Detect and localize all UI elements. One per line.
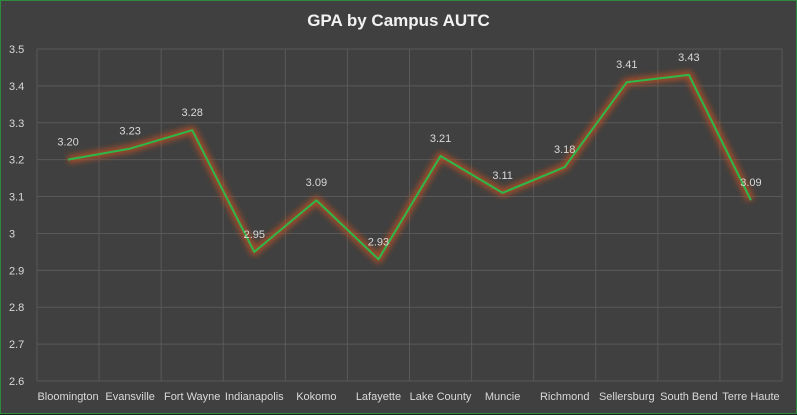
- data-label: 3.21: [430, 133, 451, 145]
- data-label: 3.18: [554, 144, 575, 156]
- data-label: 3.23: [119, 126, 140, 138]
- x-tick-label: Sellersburg: [599, 391, 655, 403]
- x-tick-label: Fort Wayne: [164, 391, 220, 403]
- x-tick-label: Terre Haute: [722, 391, 779, 403]
- data-label: 3.28: [181, 107, 202, 119]
- data-label: 3.09: [740, 177, 761, 189]
- x-tick-label: Muncie: [485, 391, 520, 403]
- x-tick-label: Indianapolis: [225, 391, 284, 403]
- series-line: [67, 73, 752, 261]
- data-label: 2.93: [368, 236, 389, 248]
- data-label: 3.20: [57, 137, 78, 149]
- y-tick-label: 2.9: [9, 265, 24, 277]
- data-label: 2.95: [244, 229, 265, 241]
- x-tick-label: Lake County: [410, 391, 472, 403]
- y-tick-label: 3: [9, 228, 15, 240]
- x-tick-label: Kokomo: [296, 391, 336, 403]
- x-tick-label: South Bend: [660, 391, 718, 403]
- x-tick-label: Evansville: [105, 391, 155, 403]
- data-label: 3.09: [306, 177, 327, 189]
- y-tick-label: 3.1: [9, 192, 24, 204]
- y-tick-label: 2.6: [9, 376, 24, 388]
- x-tick-label: Lafayette: [356, 391, 401, 403]
- data-label: 3.43: [678, 52, 699, 64]
- data-label: 3.11: [492, 170, 513, 182]
- y-tick-label: 3.3: [9, 118, 24, 130]
- x-tick-label: Bloomington: [37, 391, 98, 403]
- x-tick-label: Richmond: [540, 391, 590, 403]
- y-tick-label: 2.8: [9, 302, 24, 314]
- data-label: 3.41: [616, 59, 637, 71]
- y-tick-label: 3.2: [9, 155, 24, 167]
- y-tick-label: 2.7: [9, 339, 24, 351]
- y-tick-label: 3.4: [9, 81, 24, 93]
- y-tick-label: 3.5: [9, 44, 24, 56]
- chart-title: GPA by Campus AUTC: [307, 11, 490, 30]
